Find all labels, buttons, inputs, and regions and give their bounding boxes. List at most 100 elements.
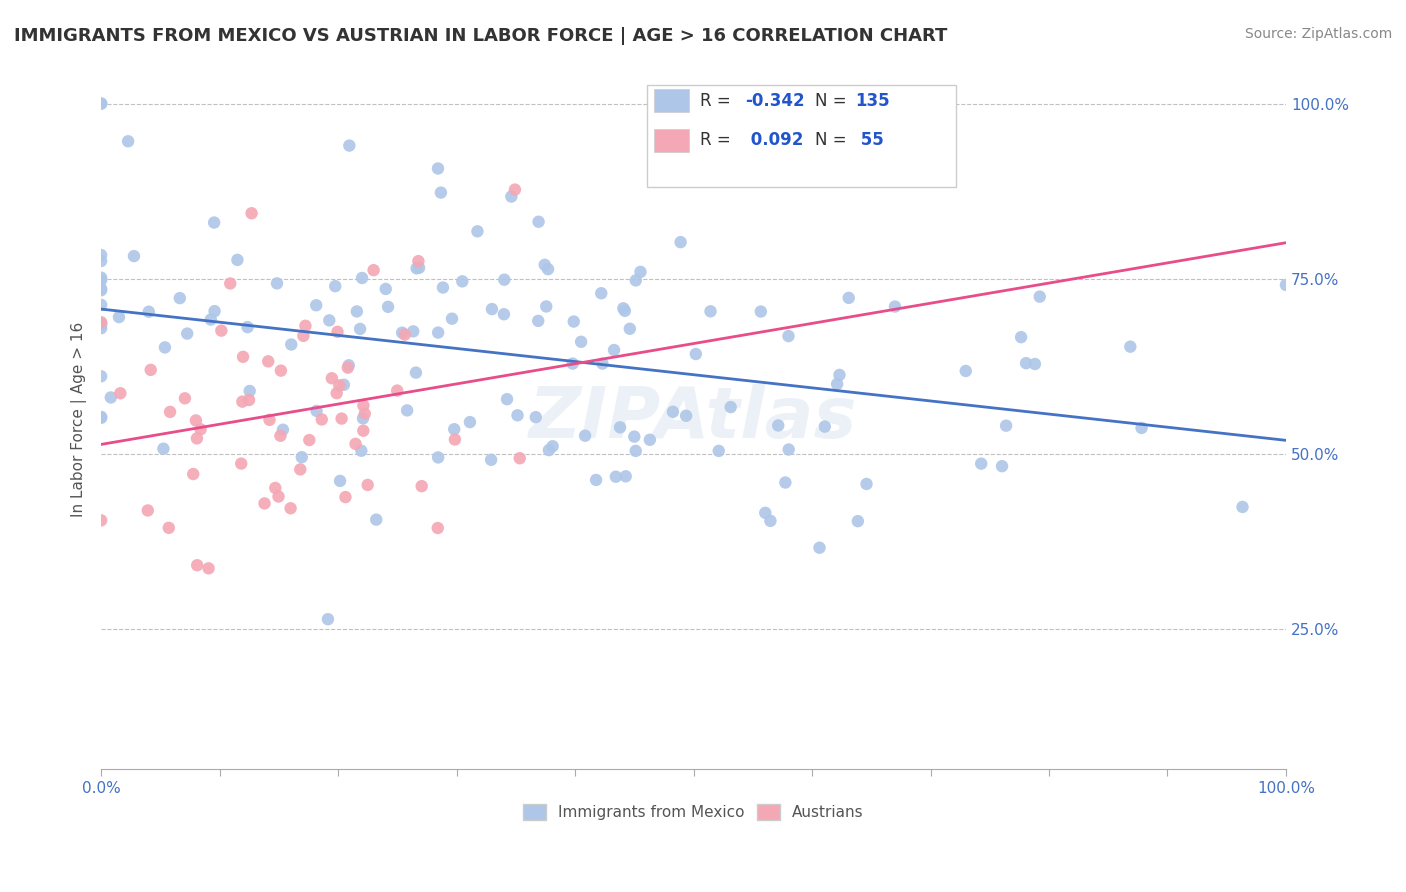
Point (352, 411, 374, 425)
Point (366, 513, 388, 527)
Point (344, 437, 367, 451)
Point (1024, 357, 1046, 371)
Point (202, 215, 225, 229)
Legend: Immigrants from Mexico, Austrians: Immigrants from Mexico, Austrians (519, 799, 869, 825)
Point (440, 311, 463, 326)
Point (264, 481, 287, 495)
Point (90, 282, 112, 296)
Point (541, 439, 564, 453)
Point (391, 326, 413, 340)
Point (1232, 500, 1254, 514)
Point (204, 304, 226, 318)
Point (612, 301, 634, 316)
Point (181, 467, 204, 481)
Point (232, 350, 254, 364)
Point (90, 369, 112, 384)
Point (638, 433, 661, 447)
Point (444, 433, 467, 447)
Point (90, 298, 112, 312)
Point (280, 337, 302, 351)
Point (90, 273, 112, 287)
Point (305, 298, 328, 312)
Point (884, 300, 907, 314)
Point (209, 324, 232, 338)
Point (190, 422, 212, 436)
Point (337, 138, 360, 153)
Point (328, 378, 350, 392)
Point (90, 317, 112, 331)
Point (108, 310, 131, 324)
Point (311, 412, 333, 426)
Point (591, 286, 613, 301)
Text: N =: N = (815, 131, 852, 149)
Text: 55: 55 (855, 131, 883, 149)
Point (267, 490, 290, 504)
Point (749, 304, 772, 318)
Point (828, 368, 851, 382)
Point (432, 280, 454, 294)
Point (481, 302, 503, 317)
Point (991, 459, 1014, 474)
Point (318, 313, 340, 327)
Point (352, 399, 374, 413)
Point (778, 442, 800, 457)
Point (707, 443, 730, 458)
Point (335, 490, 357, 504)
Point (426, 521, 449, 535)
Text: R =: R = (700, 92, 737, 110)
Point (231, 457, 253, 471)
Point (503, 183, 526, 197)
Point (562, 314, 585, 328)
Point (280, 501, 302, 516)
Point (90, 410, 112, 425)
Point (569, 334, 592, 349)
Point (775, 475, 797, 490)
Point (759, 514, 782, 528)
Point (669, 235, 692, 249)
Point (174, 392, 197, 406)
Text: IMMIGRANTS FROM MEXICO VS AUSTRIAN IN LABOR FORCE | AGE > 16 CORRELATION CHART: IMMIGRANTS FROM MEXICO VS AUSTRIAN IN LA… (14, 27, 948, 45)
Point (152, 442, 174, 456)
Point (117, 134, 139, 148)
Point (197, 561, 219, 575)
Point (605, 469, 627, 483)
Point (451, 274, 474, 288)
Point (290, 462, 312, 476)
Point (574, 428, 596, 442)
Point (323, 279, 346, 293)
Point (352, 424, 374, 438)
Point (1028, 290, 1050, 304)
Point (603, 343, 626, 357)
Point (259, 413, 281, 427)
Point (236, 320, 259, 334)
Point (494, 273, 516, 287)
Point (257, 354, 280, 368)
Point (292, 329, 315, 343)
Point (585, 473, 607, 487)
Text: 0.092: 0.092 (745, 131, 804, 149)
Point (90, 315, 112, 329)
Point (995, 418, 1018, 433)
Point (330, 411, 353, 425)
Point (699, 304, 721, 318)
Point (90, 321, 112, 335)
Point (527, 314, 550, 328)
Point (506, 409, 529, 423)
Point (363, 263, 385, 277)
Point (231, 394, 253, 409)
Text: ZIPAtlas: ZIPAtlas (529, 384, 858, 453)
Point (90, 409, 112, 424)
Point (90, 254, 112, 268)
Point (226, 252, 249, 267)
Point (443, 422, 465, 436)
Point (768, 418, 790, 433)
Point (184, 413, 207, 427)
Point (270, 363, 292, 377)
Point (266, 277, 288, 291)
Point (527, 215, 550, 229)
Point (855, 477, 877, 491)
Point (1015, 356, 1038, 370)
Point (619, 322, 641, 336)
Point (269, 429, 291, 443)
Point (316, 612, 339, 626)
